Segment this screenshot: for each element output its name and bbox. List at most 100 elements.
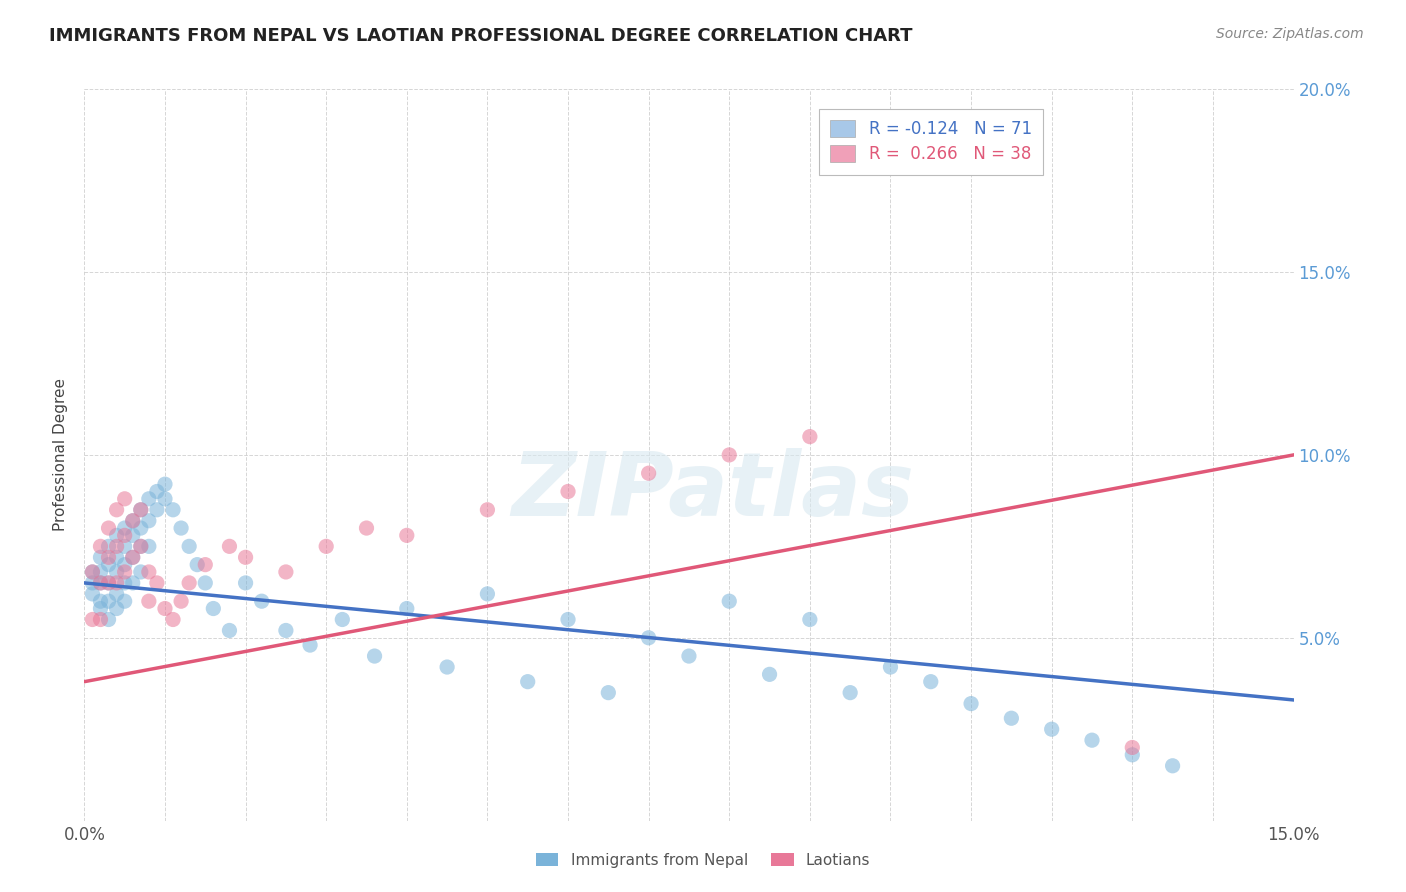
- Point: [138, 491, 160, 506]
- Point: [89, 565, 111, 579]
- Point: [129, 539, 152, 553]
- Point: [129, 565, 152, 579]
- Point: [162, 503, 184, 517]
- Point: [97, 558, 120, 572]
- Point: [82, 587, 104, 601]
- Point: [1000, 711, 1022, 725]
- Point: [82, 565, 104, 579]
- Point: [920, 674, 942, 689]
- Point: [799, 613, 821, 627]
- Legend: R = -0.124   N = 71, R =  0.266   N = 38: R = -0.124 N = 71, R = 0.266 N = 38: [818, 109, 1043, 175]
- Legend: Immigrants from Nepal, Laotians: Immigrants from Nepal, Laotians: [527, 845, 879, 875]
- Point: [105, 528, 128, 542]
- Point: [105, 565, 128, 579]
- Point: [557, 613, 579, 627]
- Point: [678, 649, 700, 664]
- Point: [218, 539, 240, 553]
- Point: [637, 631, 659, 645]
- Point: [105, 601, 128, 615]
- Point: [105, 539, 128, 553]
- Point: [170, 521, 193, 535]
- Point: [356, 521, 378, 535]
- Point: [105, 503, 128, 517]
- Point: [89, 601, 111, 615]
- Point: [718, 594, 741, 608]
- Point: [274, 624, 297, 638]
- Point: [138, 514, 160, 528]
- Point: [839, 686, 862, 700]
- Point: [114, 528, 136, 542]
- Point: [114, 594, 136, 608]
- Point: [218, 624, 240, 638]
- Y-axis label: Professional Degree: Professional Degree: [53, 378, 69, 532]
- Text: Source: ZipAtlas.com: Source: ZipAtlas.com: [1216, 27, 1364, 41]
- Point: [186, 558, 208, 572]
- Point: [194, 576, 217, 591]
- Point: [105, 576, 128, 591]
- Point: [97, 613, 120, 627]
- Point: [557, 484, 579, 499]
- Point: [89, 594, 111, 608]
- Point: [129, 521, 152, 535]
- Point: [153, 477, 176, 491]
- Point: [114, 565, 136, 579]
- Point: [114, 491, 136, 506]
- Text: ZIPatlas: ZIPatlas: [512, 448, 915, 535]
- Point: [363, 649, 385, 664]
- Point: [121, 576, 143, 591]
- Point: [436, 660, 458, 674]
- Point: [114, 521, 136, 535]
- Point: [235, 550, 257, 565]
- Point: [146, 503, 169, 517]
- Point: [89, 576, 111, 591]
- Point: [758, 667, 780, 681]
- Point: [179, 576, 201, 591]
- Text: IMMIGRANTS FROM NEPAL VS LAOTIAN PROFESSIONAL DEGREE CORRELATION CHART: IMMIGRANTS FROM NEPAL VS LAOTIAN PROFESS…: [49, 27, 912, 45]
- Point: [960, 697, 983, 711]
- Point: [235, 576, 257, 591]
- Point: [138, 594, 160, 608]
- Point: [138, 565, 160, 579]
- Point: [153, 601, 176, 615]
- Point: [194, 558, 217, 572]
- Point: [1121, 740, 1143, 755]
- Point: [105, 550, 128, 565]
- Point: [1040, 723, 1063, 737]
- Point: [395, 601, 418, 615]
- Point: [121, 550, 143, 565]
- Point: [89, 613, 111, 627]
- Point: [129, 539, 152, 553]
- Point: [82, 613, 104, 627]
- Point: [799, 430, 821, 444]
- Point: [879, 660, 901, 674]
- Point: [274, 565, 297, 579]
- Point: [153, 491, 176, 506]
- Point: [146, 576, 169, 591]
- Point: [114, 576, 136, 591]
- Point: [179, 539, 201, 553]
- Point: [598, 686, 620, 700]
- Point: [395, 528, 418, 542]
- Point: [146, 484, 169, 499]
- Point: [129, 503, 152, 517]
- Point: [477, 503, 499, 517]
- Point: [121, 514, 143, 528]
- Point: [97, 594, 120, 608]
- Point: [82, 576, 104, 591]
- Point: [330, 613, 353, 627]
- Point: [89, 576, 111, 591]
- Point: [315, 539, 337, 553]
- Point: [299, 638, 322, 652]
- Point: [121, 514, 143, 528]
- Point: [121, 528, 143, 542]
- Point: [129, 503, 152, 517]
- Point: [97, 539, 120, 553]
- Point: [1161, 758, 1184, 772]
- Point: [82, 565, 104, 579]
- Point: [97, 576, 120, 591]
- Point: [97, 521, 120, 535]
- Point: [162, 613, 184, 627]
- Point: [121, 550, 143, 565]
- Point: [637, 466, 659, 480]
- Point: [138, 539, 160, 553]
